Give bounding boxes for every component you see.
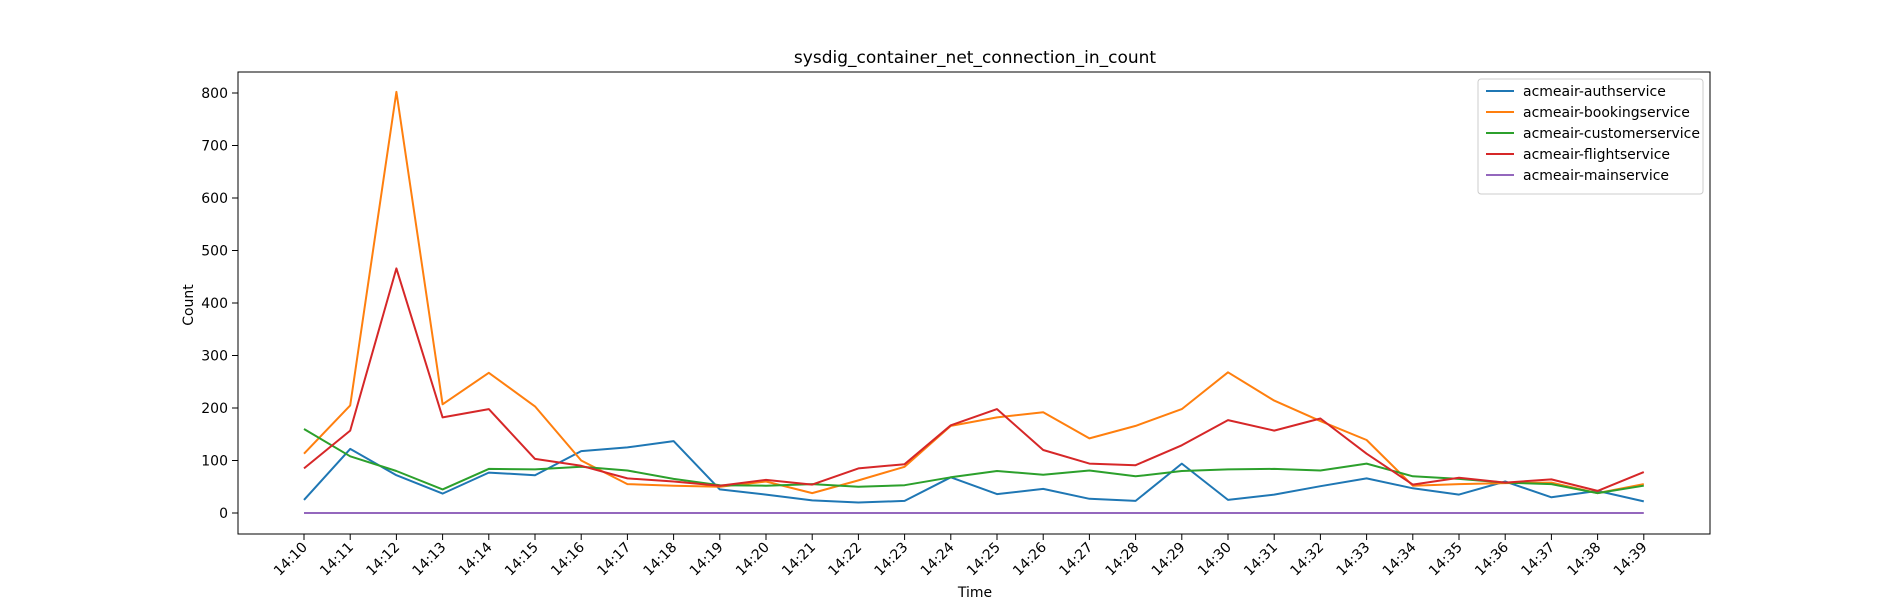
x-tick-label: 14:12 [363,540,403,580]
x-tick-label: 14:10 [271,540,311,580]
x-tick-label: 14:23 [872,540,912,580]
x-tick-label: 14:20 [733,540,773,580]
x-tick-label: 14:17 [594,540,634,580]
y-axis: 0 100 200 300 400 500 600 700 800 [201,86,238,522]
chart-title: sysdig_container_net_connection_in_count [794,48,1156,68]
y-tick-label: 100 [201,454,228,470]
y-tick-label: 300 [201,349,228,365]
y-tick-label: 800 [201,86,228,102]
x-tick-label: 14:35 [1426,540,1466,580]
x-axis-title: Time [957,585,992,600]
x-tick-label: 14:15 [502,540,542,580]
x-tick-label: 14:25 [964,540,1004,580]
x-tick-label: 14:28 [1103,540,1143,580]
x-tick-label: 14:27 [1056,540,1096,580]
y-tick-label: 0 [219,506,228,522]
x-axis: 14:10 14:11 14:12 14:13 14:14 14:15 14:16 14:17… [271,534,1651,579]
legend: acmeair-authservice acmeair-bookingservic… [1477,78,1704,195]
x-tick-label: 14:18 [641,540,681,580]
x-tick-label: 14:14 [456,539,496,579]
x-tick-label: 14:19 [687,540,727,580]
legend-entry: acmeair-bookingservice [1523,105,1690,121]
x-tick-label: 14:33 [1334,540,1374,580]
series-line-acmeair-flightservice [303,267,1645,492]
x-tick-label: 14:36 [1472,539,1512,579]
x-tick-label: 14:30 [1195,540,1235,580]
legend-entry: acmeair-customerservice [1523,126,1700,142]
y-tick-label: 500 [201,244,228,260]
x-tick-label: 14:38 [1565,540,1605,580]
legend-entry: acmeair-flightservice [1523,147,1670,163]
series-line-acmeair-bookingservice [303,90,1644,495]
x-tick-label: 14:26 [1010,539,1050,579]
legend-frame [1477,78,1704,195]
x-tick-label: 14:21 [779,540,819,580]
x-tick-label: 14:34 [1380,539,1420,579]
x-tick-label: 14:31 [1241,540,1281,580]
legend-entry: acmeair-mainservice [1523,168,1669,184]
x-tick-label: 14:39 [1611,540,1651,580]
y-tick-label: 400 [201,296,228,312]
series-group [303,90,1645,514]
y-tick-label: 700 [201,139,228,155]
x-tick-label: 14:29 [1149,540,1189,580]
series-line-acmeair-customerservice [303,428,1644,495]
x-tick-label: 14:13 [410,540,450,580]
x-tick-label: 14:22 [825,540,865,580]
legend-entry: acmeair-authservice [1523,84,1666,100]
x-tick-label: 14:37 [1518,540,1558,580]
x-tick-label: 14:24 [918,539,958,579]
x-tick-label: 14:11 [317,540,357,580]
y-axis-title: Count [181,284,197,326]
x-tick-label: 14:16 [548,539,588,579]
y-tick-label: 200 [201,401,228,417]
series-line-acmeair-authservice [303,440,1645,504]
x-tick-label: 14:32 [1287,540,1327,580]
y-tick-label: 600 [201,191,228,207]
